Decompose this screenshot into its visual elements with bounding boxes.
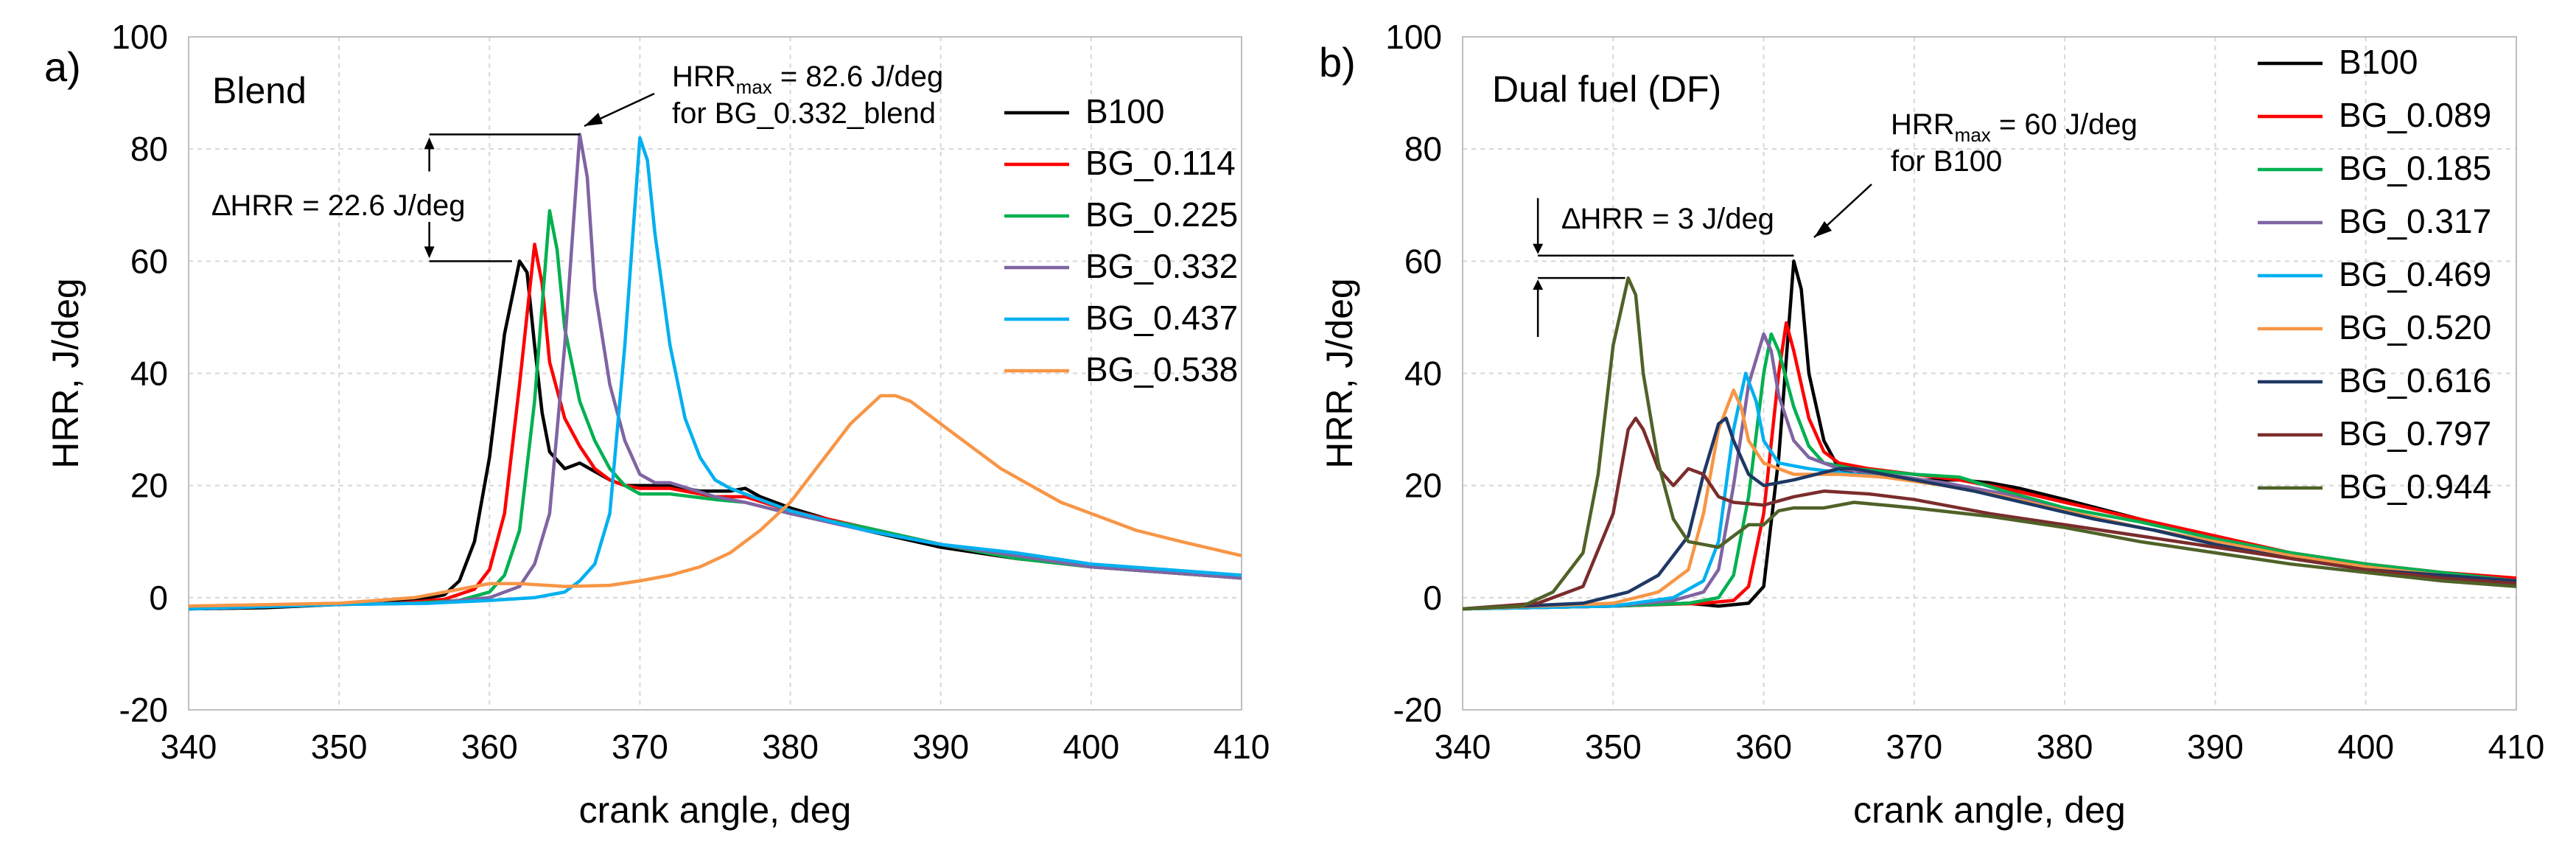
panel-a-legend-label: B100: [1085, 92, 1164, 130]
panel-b-legend-label: BG_0.944: [2339, 467, 2491, 506]
panel-a-hrr-max-label-line2: for BG_0.332_blend: [672, 97, 936, 130]
panel-b-x-tick-label: 360: [1735, 728, 1792, 766]
panel-b-legend-label: B100: [2339, 43, 2418, 81]
panel-a-x-tick-label: 350: [311, 728, 368, 766]
panel-b-hrr-max-label-line2: for B100: [1891, 145, 2002, 178]
panel-a-x-tick-label: 340: [161, 728, 217, 766]
panel-b-x-tick-label: 380: [2037, 728, 2093, 766]
panel-a-series-bg-0-437: [189, 136, 1242, 611]
panel-a-legend-label: BG_0.332: [1085, 247, 1238, 285]
panel-a-y-tick-label: 80: [130, 130, 168, 168]
panel-a-x-tick-label: 410: [1214, 728, 1270, 766]
panel-b-legend-label: BG_0.616: [2339, 361, 2491, 400]
panel-b-hrr-max-label: HRRmax = 60 J/deg: [1891, 108, 2138, 146]
panel-b-series-bg-0-797: [1463, 416, 2516, 611]
panel-b-x-tick-label: 350: [1585, 728, 1642, 766]
panel-b-hrr-max-arrowhead: [1814, 221, 1832, 237]
panel-b-legend-label: BG_0.317: [2339, 202, 2491, 240]
panel-a-legend-label: BG_0.437: [1085, 299, 1238, 337]
panel-b-chart: 340 350 360 370 380 390 400 410 -20 0 20 40 60 80 100 c…: [1319, 18, 2544, 831]
panel-b-y-tick-label: 20: [1404, 467, 1442, 505]
panel-b-x-tick-label: 390: [2187, 728, 2244, 766]
panel-b-y-tick-label: 100: [1385, 18, 1442, 56]
panel-b-series-group: [1463, 259, 2516, 611]
panel-a-x-tick-label: 390: [912, 728, 969, 766]
panel-b-y-tick-label: -20: [1393, 691, 1442, 729]
panel-b-x-axis-title: crank angle, deg: [1853, 789, 2126, 831]
panel-a-x-tick-label: 360: [461, 728, 518, 766]
panel-b-x-tick-label: 410: [2488, 728, 2545, 766]
panel-b-title: Dual fuel (DF): [1492, 69, 1721, 110]
panel-b-delta-arrowhead-down: [1533, 243, 1544, 254]
panel-b-y-tick-label: 60: [1404, 242, 1442, 280]
panel-b-y-tick-label: 0: [1423, 579, 1442, 617]
panel-a-y-tick-label: 100: [111, 18, 168, 56]
panel-a-y-tick-label: 0: [149, 579, 168, 617]
panel-a-y-tick-label: -20: [119, 691, 168, 729]
panel-a-series-bg-0-225: [189, 209, 1242, 611]
panel-a-series-group: [189, 133, 1242, 611]
panel-a-y-tick-label: 20: [130, 467, 168, 505]
panel-b-legend-label: BG_0.469: [2339, 255, 2491, 293]
panel-a-delta-arrowhead-up: [424, 137, 435, 150]
panel-b-series-bg-0-089: [1463, 321, 2516, 611]
panel-a-delta-arrowhead-down: [424, 246, 435, 259]
panel-b-y-axis-title: HRR, J/deg: [1319, 278, 1360, 468]
panel-b-delta-arrowhead-up: [1533, 279, 1544, 290]
panel-b-panel-label: b): [1319, 39, 1356, 86]
panel-a-legend-label: BG_0.114: [1085, 144, 1236, 182]
panel-b-series-bg-0-944: [1463, 276, 2516, 611]
panel-b-legend-label: BG_0.520: [2339, 308, 2491, 346]
panel-a-x-tick-label: 370: [612, 728, 668, 766]
panel-b-legend-label: BG_0.089: [2339, 96, 2491, 134]
panel-a-series-b100: [189, 259, 1242, 611]
panel-a-y-axis-title: HRR, J/deg: [45, 278, 86, 468]
panel-b-legend: B100 BG_0.089 BG_0.185 BG_0.317 BG_0.469 BG_0…: [2258, 43, 2491, 506]
panel-b-plot-frame: [1462, 36, 2517, 711]
panel-b-x-tick-label: 370: [1886, 728, 1942, 766]
panel-b-x-tick-label: 400: [2337, 728, 2394, 766]
panel-a-series-bg-0-114: [189, 243, 1242, 611]
panel-b-x-tick-label: 340: [1435, 728, 1491, 766]
panel-a-plot-frame: [188, 36, 1242, 711]
panel-a-x-tick-label: 380: [762, 728, 819, 766]
panel-a-x-tick-label: 400: [1063, 728, 1119, 766]
panel-a-series-bg-0-538: [189, 394, 1242, 608]
panel-b-delta-hrr-label: ∆HRR = 3 J/deg: [1562, 203, 1774, 235]
panel-a-hrr-max-label: HRRmax = 82.6 J/deg: [672, 60, 943, 98]
panel-b-y-tick-label: 80: [1404, 130, 1442, 168]
panel-a-legend-label: BG_0.225: [1085, 195, 1238, 234]
panel-b-legend-label: BG_0.797: [2339, 414, 2491, 453]
panel-a-panel-label: a): [44, 43, 81, 90]
panel-a-delta-hrr-label: ∆HRR = 22.6 J/deg: [212, 189, 466, 222]
panel-a-y-tick-label: 60: [130, 242, 168, 280]
panel-a-y-tick-label: 40: [130, 355, 168, 393]
panel-b-y-tick-label: 40: [1404, 355, 1442, 393]
panel-b-series-bg-0-616: [1463, 416, 2516, 611]
panel-a-hrr-max-arrowhead: [584, 113, 603, 126]
panel-a-x-axis-title: crank angle, deg: [579, 789, 852, 831]
panel-a-legend-label: BG_0.538: [1085, 350, 1238, 388]
panel-a-title: Blend: [212, 70, 307, 111]
panel-a-chart: 340 350 360 370 380 390 400 410 -20 0 20 40 60 80 100 c…: [44, 18, 1270, 831]
panel-a-legend: B100 BG_0.114 BG_0.225 BG_0.332 BG_0.437 BG_0…: [1004, 92, 1238, 388]
panel-b-legend-label: BG_0.185: [2339, 149, 2491, 187]
